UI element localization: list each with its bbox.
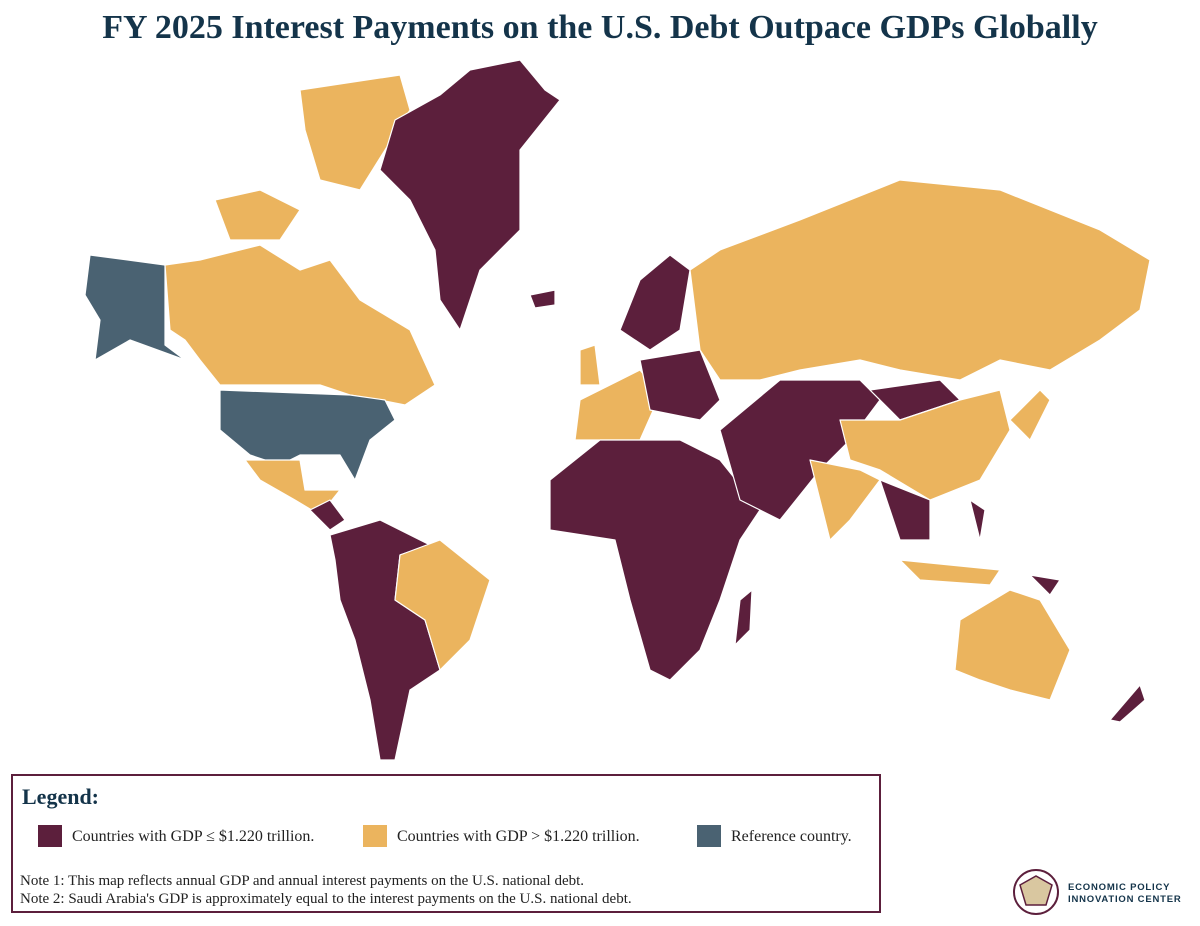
philippines [969,499,986,541]
india [809,459,881,541]
legend-label: Countries with GDP ≤ $1.220 trillion. [72,828,314,845]
legend-swatch [697,825,721,847]
world-map [84,59,1151,761]
alaska [84,254,186,361]
legend-label: Countries with GDP > $1.220 trillion. [397,828,640,845]
iceland [529,289,556,309]
papua-new-guinea [1029,574,1061,596]
greenland [379,59,561,331]
note: Note 1: This map reflects annual GDP and… [20,873,584,889]
logo-text: ECONOMIC POLICY [1068,882,1170,893]
arctic-islands [214,189,301,241]
japan [1009,389,1051,441]
southeast-asia [879,479,931,541]
uk [579,344,601,386]
legend-title: Legend: [22,784,99,809]
russia [689,179,1151,381]
china [839,389,1011,501]
eastern-europe [639,349,721,421]
legend-box [11,774,881,913]
usa [219,389,396,481]
central-america [309,499,346,531]
logo: ECONOMIC POLICY INNOVATION CENTER [1013,869,1182,915]
canada [164,244,436,406]
australia [954,589,1071,701]
western-europe [574,369,661,441]
madagascar [734,589,753,646]
title: FY 2025 Interest Payments on the U.S. De… [102,9,1097,46]
africa [549,439,761,681]
logo-eagle [1019,875,1053,906]
legend-swatch [363,825,387,847]
legend-swatch [38,825,62,847]
note: Note 2: Saudi Arabia's GDP is approximat… [20,891,632,907]
legend-label: Reference country. [731,828,852,845]
indonesia [899,559,1001,586]
logo-emblem [1013,869,1059,915]
brazil [394,539,491,671]
new-zealand [1109,684,1146,723]
scandinavia [619,254,691,351]
arctic-islands [299,74,411,191]
logo-text: INNOVATION CENTER [1068,894,1182,905]
